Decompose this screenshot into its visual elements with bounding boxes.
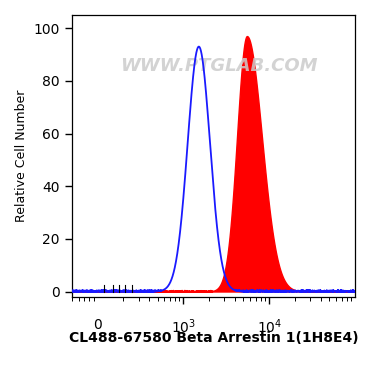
Text: 0: 0: [93, 318, 102, 332]
Y-axis label: Relative Cell Number: Relative Cell Number: [15, 90, 28, 222]
Text: WWW.PTGLAB.COM: WWW.PTGLAB.COM: [120, 57, 318, 75]
X-axis label: CL488-67580 Beta Arrestin 1(1H8E4): CL488-67580 Beta Arrestin 1(1H8E4): [68, 331, 358, 345]
Text: $10^3$: $10^3$: [171, 318, 196, 337]
Text: $10^4$: $10^4$: [256, 318, 282, 337]
